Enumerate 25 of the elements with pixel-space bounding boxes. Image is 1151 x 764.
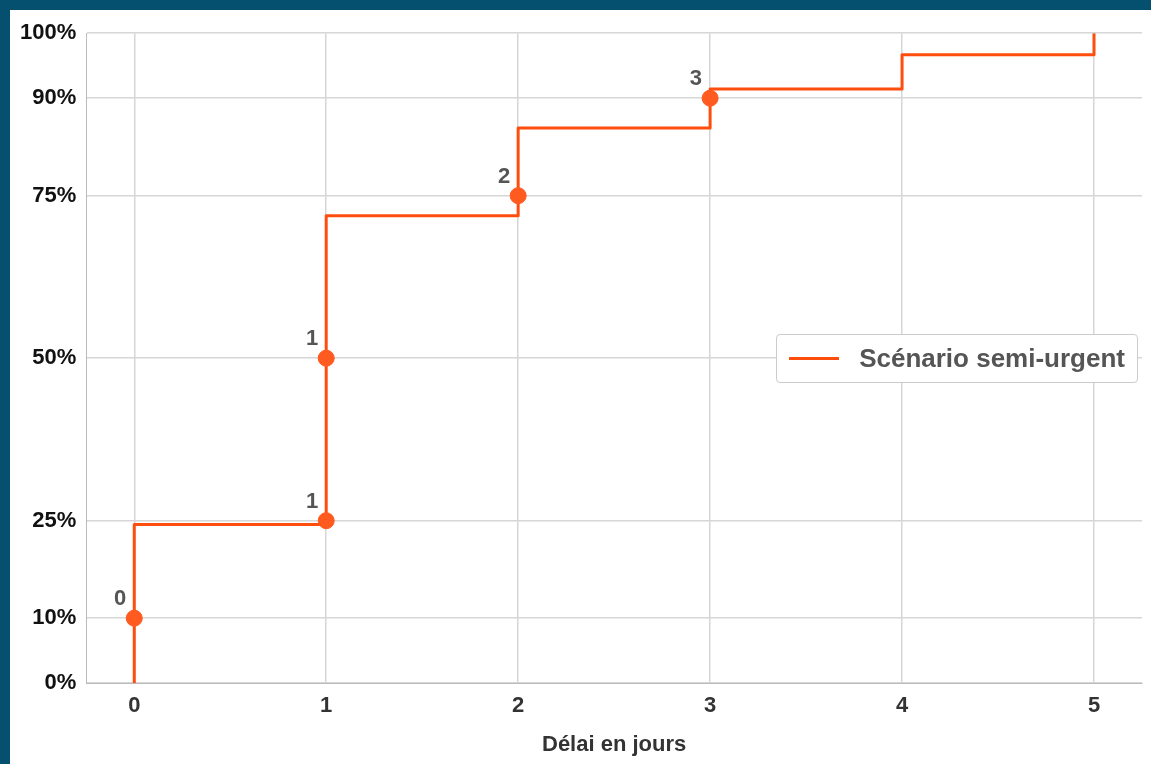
point <box>509 187 527 205</box>
x-tick-label: 5 <box>1087 692 1101 718</box>
point <box>125 609 143 627</box>
y-tick-label: 100% <box>19 19 77 45</box>
annotation: 3 <box>689 65 703 91</box>
y-tick-label: 90% <box>32 84 77 110</box>
y-tick-label: 10% <box>32 604 77 630</box>
x-tick-label: 0 <box>128 692 141 718</box>
annotation: 1 <box>305 487 319 513</box>
x-axis-title: Délai en jours <box>541 730 687 756</box>
x-tick-label: 4 <box>895 692 909 718</box>
annotation: 2 <box>497 162 511 188</box>
y-tick-label: 50% <box>32 344 77 370</box>
x-tick-label: 2 <box>512 692 525 718</box>
point <box>317 349 335 367</box>
y-tick-label: 0% <box>44 669 77 695</box>
x-tick-label: 3 <box>703 692 717 718</box>
point <box>701 89 719 107</box>
x-tick-label: 1 <box>320 692 333 718</box>
legend-label: Scénario semi-urgent <box>859 342 1125 374</box>
y-tick-label: 75% <box>32 181 77 207</box>
annotation: 1 <box>305 325 319 351</box>
y-tick-label: 25% <box>32 506 77 532</box>
point <box>317 512 335 530</box>
annotation: 0 <box>114 585 127 611</box>
